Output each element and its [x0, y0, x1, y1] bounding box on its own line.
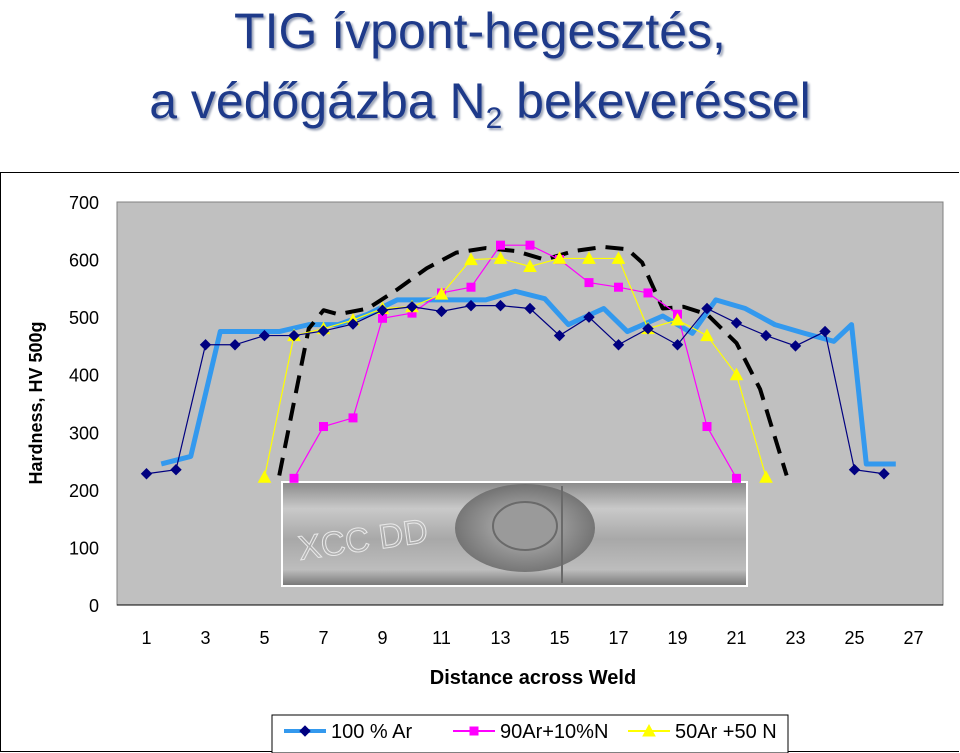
legend-item-50ar-50n-marker [642, 723, 656, 737]
series-100-ar-point [701, 302, 713, 315]
series-100-ar-point [317, 325, 330, 337]
series-100-ar-point [671, 339, 684, 351]
series-100-ar-point [347, 318, 359, 330]
series-100-ar-point [789, 340, 802, 352]
y-tick-label: 600 [69, 251, 99, 271]
series-100-ar-point [229, 339, 241, 351]
series-100-ar-point [494, 299, 507, 312]
series-90ar-10n-point [643, 288, 653, 298]
chart-title-line-2-main: a védőgázba N [149, 73, 486, 129]
series-100-ar-point [760, 329, 772, 342]
series-100-ar-point [583, 311, 595, 323]
series-90ar-10n-point [584, 278, 594, 288]
y-axis-title: Hardness, HV 500g [26, 321, 46, 484]
x-tick-label: 25 [844, 628, 864, 648]
series-100-ar-point [819, 325, 831, 338]
x-tick-label: 3 [200, 628, 210, 648]
legend: 100 % Ar 90Ar+10%N 50Ar +50 N [271, 714, 789, 753]
x-tick-label: 5 [259, 628, 269, 648]
chart-title-line-1: TIG ívpont-hegesztés, [234, 3, 726, 59]
series-100-ar-point [376, 304, 389, 316]
series-90ar-10n-point [614, 282, 623, 292]
series-100-ar-point [406, 301, 418, 313]
series-50ar-50n-point [759, 470, 773, 483]
legend-item-50ar-50n-label: 50Ar +50 N [675, 721, 777, 743]
x-axis-title: Distance across Weld [430, 667, 636, 689]
series-50ar-50n-point [700, 328, 714, 342]
series-50ar-50n-point [257, 470, 272, 483]
series-100-ar-point [524, 302, 536, 315]
y-tick-label: 0 [89, 596, 99, 616]
y-tick-label: 300 [69, 423, 99, 443]
legend-item-90ar-10n-marker [469, 726, 479, 736]
series-90ar-10n-point [348, 413, 358, 423]
dashed-trend-line [277, 244, 789, 477]
y-tick-label: 100 [69, 538, 99, 558]
x-tick-label: 19 [667, 628, 687, 648]
y-tick-label: 200 [69, 481, 99, 501]
legend-item-90ar-10n-label: 90Ar+10%N [500, 721, 608, 743]
data-series [140, 240, 890, 483]
series-100-ar-point [258, 329, 271, 342]
x-tick-label: 7 [318, 628, 328, 648]
chart-title-line-2: a védőgázba N2 bekeveréssel [0, 73, 960, 134]
chart-title-line-2-end: bekeveréssel [502, 73, 811, 129]
series-100-ar-point [465, 299, 477, 312]
trend-lines [160, 244, 896, 477]
x-tick-label: 17 [608, 628, 628, 648]
series-100-ar-point [612, 339, 625, 351]
y-tick-label: 700 [69, 193, 99, 213]
series-90ar-10n-point [466, 282, 476, 292]
x-tick-label: 21 [726, 628, 746, 648]
series-50ar-50n-point [670, 312, 685, 326]
x-tick-label: 15 [549, 628, 569, 648]
x-axis: 1 3 5 7 9 11 13 15 17 19 21 23 25 27 [141, 628, 923, 648]
x-tick-label: 27 [903, 628, 923, 648]
x-tick-label: 1 [141, 628, 151, 648]
x-tick-label: 13 [490, 628, 510, 648]
series-50ar-50n-point [611, 251, 626, 264]
x-tick-label: 23 [785, 628, 805, 648]
chart-title-subscript: 2 [485, 102, 503, 135]
series-50ar-50n-point [523, 259, 537, 272]
series-50ar-50n-point [729, 367, 744, 381]
series-100-ar-point [730, 317, 743, 329]
series-50ar-50n-point [552, 251, 567, 264]
y-tick-label: 400 [69, 366, 99, 386]
series-100-ar-point [848, 464, 861, 476]
legend-item-100-ar-label: 100 % Ar [331, 721, 413, 743]
series-100-ar-point [553, 329, 566, 342]
series-100-ar-point [170, 464, 182, 476]
series-90ar-10n-point [525, 240, 535, 250]
blue-trend-line [160, 288, 896, 467]
x-tick-label: 9 [377, 628, 387, 648]
series-100-ar-point [140, 468, 153, 480]
series-90ar-10n-point [496, 240, 505, 250]
series-90ar-10n-point [319, 422, 328, 432]
series-50ar-50n-point [582, 251, 596, 264]
series-100-ar-point [642, 322, 654, 335]
series-90ar-10n-point [702, 422, 712, 432]
series-90ar-10n-point [289, 473, 299, 483]
x-tick-label: 11 [432, 628, 451, 648]
series-50ar-50n-point [434, 287, 449, 300]
weld-sample-photo: XCC DD [281, 481, 748, 587]
series-100-ar-point [435, 305, 448, 318]
series-100-ar-point [288, 329, 300, 342]
series-50ar-50n-point [464, 252, 478, 266]
series-100-ar-point [199, 339, 212, 351]
legend-item-100-ar-marker [299, 725, 311, 737]
y-tick-label: 500 [69, 308, 99, 328]
series-50ar-50n-point [493, 251, 508, 264]
series-90ar-10n-point [732, 473, 741, 483]
y-axis: 0 100 200 300 400 500 600 700 [69, 193, 99, 616]
series-90ar-10n-line [293, 244, 738, 479]
series-100-ar-point [878, 468, 890, 480]
